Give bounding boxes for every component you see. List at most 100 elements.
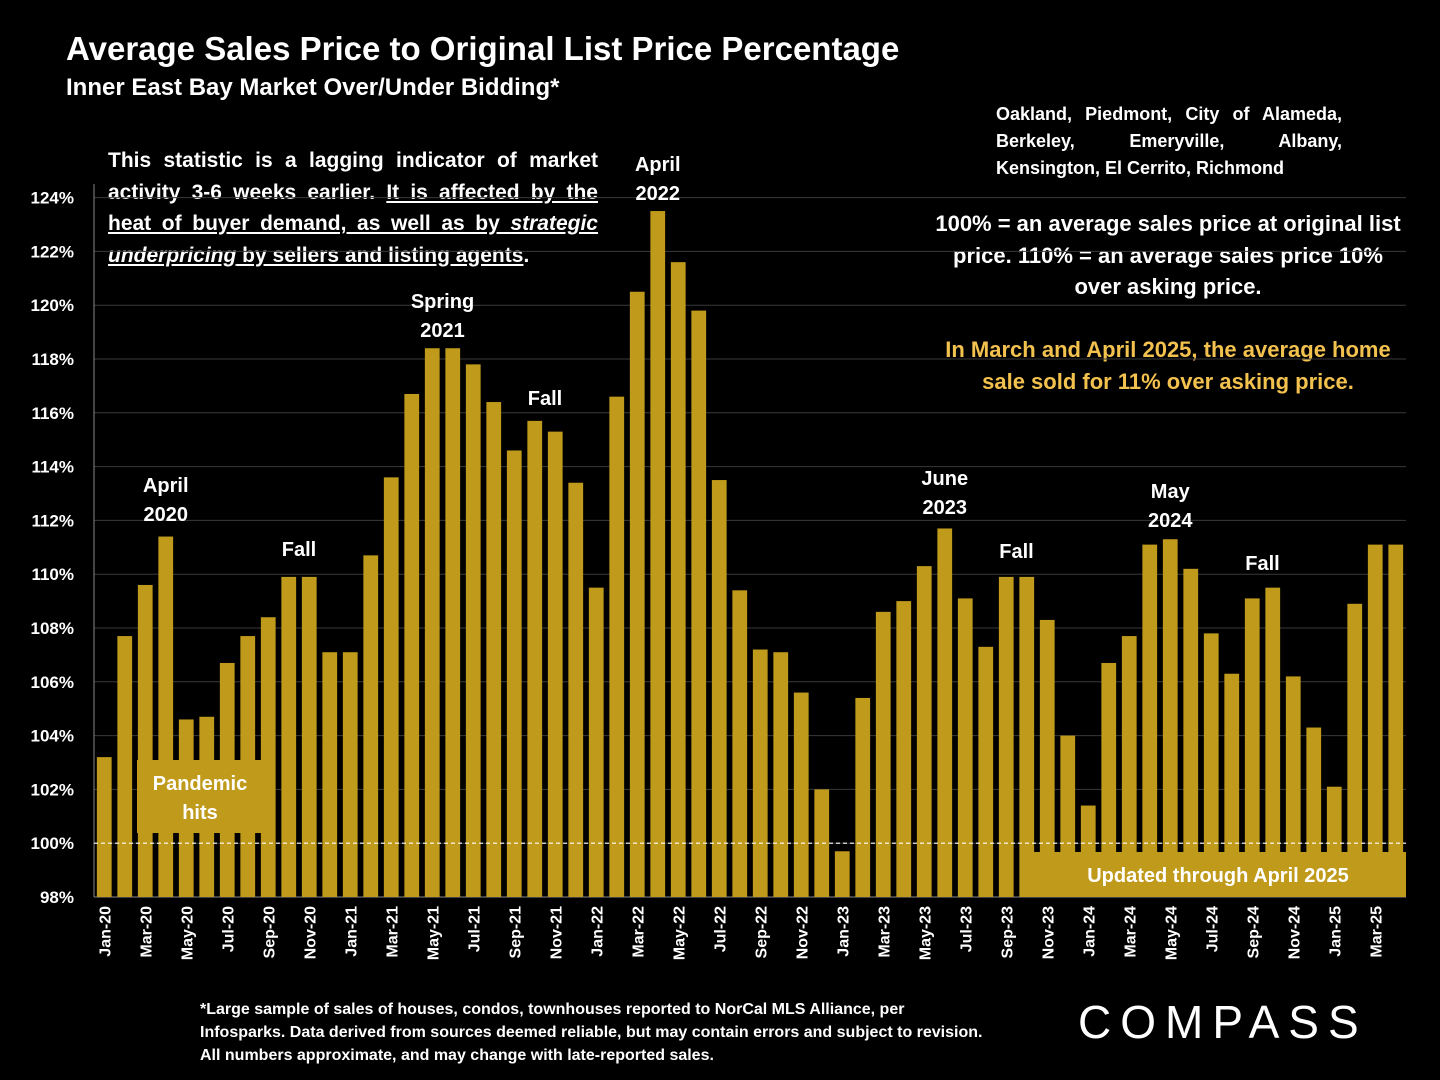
bar bbox=[670, 262, 686, 897]
bar bbox=[1367, 544, 1383, 897]
x-tick-label: Sep-20 bbox=[261, 906, 278, 959]
y-tick-label: 106% bbox=[31, 673, 74, 692]
bar bbox=[404, 393, 420, 897]
x-tick-label: Sep-21 bbox=[507, 906, 524, 959]
bar bbox=[855, 697, 871, 897]
annotation-label: Fall bbox=[999, 541, 1033, 563]
bar bbox=[486, 402, 502, 897]
x-tick-label: Nov-24 bbox=[1286, 906, 1303, 959]
note-part-5: . bbox=[523, 243, 530, 267]
annotation-label: Spring bbox=[411, 291, 474, 313]
y-tick-label: 114% bbox=[31, 458, 74, 477]
x-tick-label: Mar-24 bbox=[1122, 906, 1139, 958]
bar bbox=[793, 692, 809, 897]
x-tick-label: Mar-23 bbox=[876, 906, 893, 958]
annotation-label: Fall bbox=[282, 539, 316, 561]
bar bbox=[650, 211, 666, 898]
annotation-label: Fall bbox=[528, 388, 562, 410]
bar bbox=[1162, 539, 1178, 897]
x-tick-label: May-20 bbox=[179, 906, 196, 960]
bar bbox=[1244, 598, 1260, 897]
y-tick-label: 100% bbox=[31, 834, 74, 853]
definition-note: 100% = an average sales price at origina… bbox=[935, 211, 1401, 299]
highlight-note: In March and April 2025, the average hom… bbox=[945, 337, 1391, 394]
bar bbox=[1183, 568, 1199, 897]
x-tick-label: Nov-21 bbox=[548, 906, 565, 959]
annotation-label: June bbox=[921, 468, 968, 490]
bar bbox=[1039, 619, 1055, 897]
cities-list: Oakland, Piedmont, City of Alameda, Berk… bbox=[996, 104, 1342, 178]
updated-label: Updated through April 2025 bbox=[1087, 865, 1349, 887]
bar bbox=[732, 590, 748, 897]
bar bbox=[875, 611, 891, 897]
bar bbox=[96, 757, 112, 897]
bar bbox=[629, 291, 645, 897]
bar bbox=[1101, 662, 1117, 897]
x-tick-label: Nov-23 bbox=[1040, 906, 1057, 959]
bar bbox=[609, 396, 625, 897]
y-tick-label: 124% bbox=[31, 189, 74, 208]
bar bbox=[424, 348, 440, 897]
annotation-label: 2021 bbox=[420, 320, 465, 342]
y-tick-label: 98% bbox=[40, 888, 74, 907]
bar bbox=[1388, 544, 1404, 897]
bar bbox=[547, 431, 563, 897]
x-tick-label: Mar-25 bbox=[1368, 906, 1385, 958]
x-tick-label: Nov-22 bbox=[794, 906, 811, 959]
note-part-4: by sellers and listing agents bbox=[236, 243, 524, 267]
compass-logo: COMPASS bbox=[1078, 996, 1368, 1048]
bar bbox=[916, 566, 932, 897]
note-part-3: strategic underpricing bbox=[108, 212, 598, 267]
x-tick-label: Mar-22 bbox=[630, 906, 647, 958]
bar bbox=[752, 649, 768, 897]
x-tick-label: Jul-21 bbox=[466, 906, 483, 952]
x-tick-label: Mar-21 bbox=[384, 906, 401, 958]
x-tick-label: Jul-20 bbox=[220, 906, 237, 952]
bar bbox=[998, 576, 1014, 897]
y-tick-label: 112% bbox=[31, 511, 74, 530]
bar bbox=[957, 598, 973, 897]
x-tick-label: Jan-25 bbox=[1327, 906, 1344, 957]
bar bbox=[896, 601, 912, 897]
y-tick-label: 102% bbox=[31, 780, 74, 799]
updated-box bbox=[1020, 852, 1406, 897]
x-tick-label: Mar-20 bbox=[138, 906, 155, 958]
annotation-label: 2022 bbox=[636, 183, 681, 205]
x-tick-label: Jan-21 bbox=[343, 906, 360, 957]
bar bbox=[1265, 587, 1281, 897]
pandemic-label: hits bbox=[182, 802, 218, 824]
annotation-label: 2024 bbox=[1148, 510, 1193, 532]
x-tick-label: Sep-22 bbox=[753, 906, 770, 959]
annotation-label: April bbox=[143, 475, 189, 497]
y-tick-label: 104% bbox=[31, 727, 74, 746]
bar bbox=[1121, 636, 1137, 897]
y-tick-label: 122% bbox=[31, 242, 74, 261]
x-tick-label: Jul-23 bbox=[958, 906, 975, 952]
bar bbox=[260, 617, 276, 897]
pandemic-label: Pandemic bbox=[153, 773, 247, 795]
x-tick-label: May-21 bbox=[425, 906, 442, 960]
annotation-label: 2023 bbox=[923, 497, 968, 519]
annotation-label: May bbox=[1151, 481, 1191, 503]
bar bbox=[814, 789, 830, 897]
x-tick-label: Sep-23 bbox=[999, 906, 1016, 959]
y-tick-label: 118% bbox=[31, 350, 74, 369]
bar bbox=[1347, 603, 1363, 897]
bar bbox=[506, 450, 522, 897]
bar bbox=[342, 652, 358, 897]
x-tick-label: Nov-20 bbox=[302, 906, 319, 959]
annotation-label: Fall bbox=[1245, 553, 1279, 575]
annotation-label: April bbox=[635, 154, 681, 176]
bar bbox=[691, 310, 707, 898]
bar bbox=[937, 528, 953, 897]
bar bbox=[773, 652, 789, 897]
bar bbox=[1203, 633, 1219, 897]
bar bbox=[1224, 673, 1240, 897]
bar bbox=[711, 480, 727, 897]
x-tick-label: Jan-22 bbox=[589, 906, 606, 957]
bar bbox=[1142, 544, 1158, 897]
chart-subtitle: Inner East Bay Market Over/Under Bidding… bbox=[66, 74, 560, 101]
bar bbox=[301, 576, 317, 897]
x-tick-label: May-24 bbox=[1163, 906, 1180, 960]
